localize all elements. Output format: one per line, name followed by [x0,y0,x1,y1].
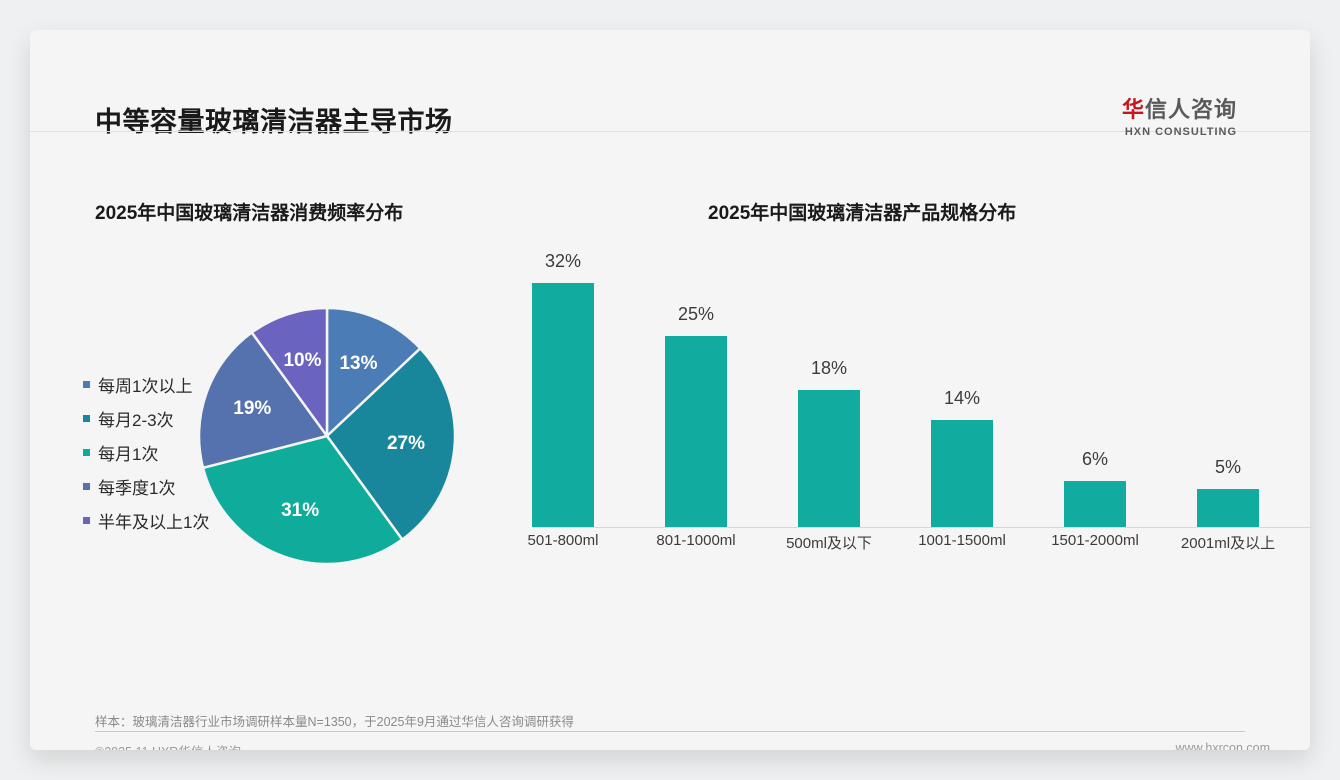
svg-text:27%: 27% [387,433,425,454]
svg-text:31%: 31% [281,500,319,521]
svg-text:19%: 19% [233,398,271,419]
svg-text:10%: 10% [283,350,321,371]
svg-text:13%: 13% [339,353,377,374]
